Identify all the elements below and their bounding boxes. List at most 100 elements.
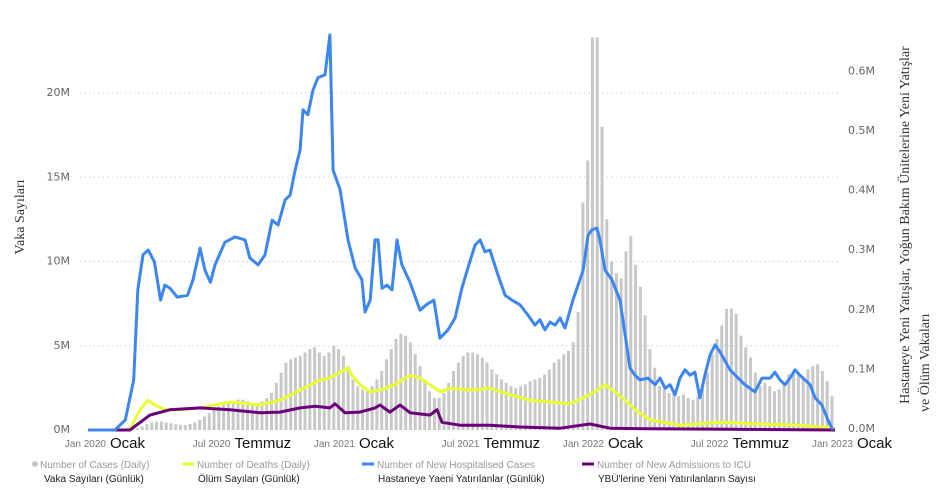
case-bar [308,349,312,430]
left-tick-label: 20M [47,86,71,99]
case-bar [202,416,206,430]
case-bar [677,396,681,430]
legend-label: Number of New Hospitalised Cases [377,460,535,471]
case-bar [279,372,283,430]
case-bar [825,381,829,430]
x-tick-label: Jan 2022 [563,439,605,450]
right-tick-label: 0.4M [848,184,875,197]
legend-label: Number of New Admissions to ICU [597,460,751,471]
x-tick-label: Jul 2021 [442,439,480,450]
case-bar [380,371,384,430]
x-tick-label-tr: Ocak [608,435,644,452]
legend-label: Number of Cases (Daily) [40,460,149,471]
legend-label-tr: Vaka Sayıları (Günlük) [44,474,144,485]
case-bar [480,357,484,430]
case-bar [777,389,781,430]
case-bar [691,399,695,430]
x-tick-label-tr: Ocak [110,435,146,452]
case-bar [586,160,590,430]
case-bar [638,286,642,430]
right-axis-ticks: 0.0M 0.1M 0.2M 0.3M 0.4M 0.5M 0.6M [848,64,875,435]
case-bar [758,386,762,430]
case-bar [571,342,575,430]
case-bar [361,389,365,430]
x-tick-label-tr: Temmuz [235,435,292,452]
case-bar [610,261,614,430]
case-bar [720,325,724,430]
case-bar [475,354,479,430]
case-bar [557,359,561,430]
case-bar [169,423,173,430]
case-bar [509,386,513,430]
case-bar [499,379,503,430]
case-bar [619,278,623,430]
case-bar [523,384,527,430]
case-bar [231,401,235,430]
case-bar [705,372,709,430]
case-bar [341,355,345,430]
case-bar [356,386,360,430]
case-bar [418,365,422,430]
case-bar [576,312,580,430]
right-tick-label: 0.1M [848,362,875,375]
case-bar [164,422,168,430]
case-bar [734,313,738,430]
case-bar [447,382,451,430]
x-tick-label-tr: Ocak [857,435,893,452]
x-tick-label: Jul 2022 [691,439,729,450]
case-bar [830,396,834,430]
case-bar [241,399,245,430]
case-bar [590,37,594,431]
legend-label-tr: Ölüm Sayıları (Günlük) [198,473,300,485]
case-bar [787,374,791,430]
case-bar [408,342,412,430]
case-bar [183,424,187,430]
case-bar [274,382,278,430]
case-bar [461,355,465,430]
case-bar [725,308,729,430]
case-bar [485,362,489,430]
case-bar [351,379,355,430]
x-tick-label-tr: Temmuz [484,435,541,452]
left-axis-title: Vaka Sayıları [13,179,28,254]
case-bar [490,369,494,430]
left-tick-label: 0M [54,423,71,436]
x-axis-ticks: Jan 2020 Ocak Jul 2020 Temmuz Jan 2021 Ocak Ju… [65,435,893,452]
case-bar [662,389,666,430]
right-axis-title-line1: Hastaneye Yeni Yatışlar, Yoğun Bakım Üni… [896,46,913,404]
case-bar [346,365,350,430]
case-bar [653,367,657,430]
case-bar [567,350,570,430]
right-axis-title-line2: ve Ölüm Vakaları [916,313,933,412]
case-bar [442,392,446,430]
case-bar [672,392,676,430]
case-bar [188,424,192,430]
case-bar [614,273,618,430]
case-bar [236,399,240,430]
case-bar [327,352,331,430]
x-tick-label: Jul 2020 [193,439,231,450]
x-tick-label-tr: Temmuz [733,435,790,452]
case-bar [226,403,230,430]
legend-label: Number of Deaths (Daily) [197,460,310,471]
case-bar [768,386,772,430]
right-tick-label: 0.2M [848,303,875,316]
case-bar [413,354,417,430]
case-bar [384,359,388,430]
case-bar [222,404,226,430]
legend-marker [32,461,38,467]
right-tick-label: 0.0M [848,422,875,435]
case-bar [681,394,685,430]
case-bar [389,349,393,430]
case-bar [801,379,805,430]
case-bar [686,397,690,430]
case-bar [811,365,815,430]
x-tick-label-tr: Ocak [359,435,395,452]
case-bar [749,357,753,430]
case-bar [179,424,183,430]
case-bar [600,126,604,430]
case-bar [140,426,144,430]
case-bar [533,379,537,430]
x-tick-label: Jan 2020 [65,439,107,450]
